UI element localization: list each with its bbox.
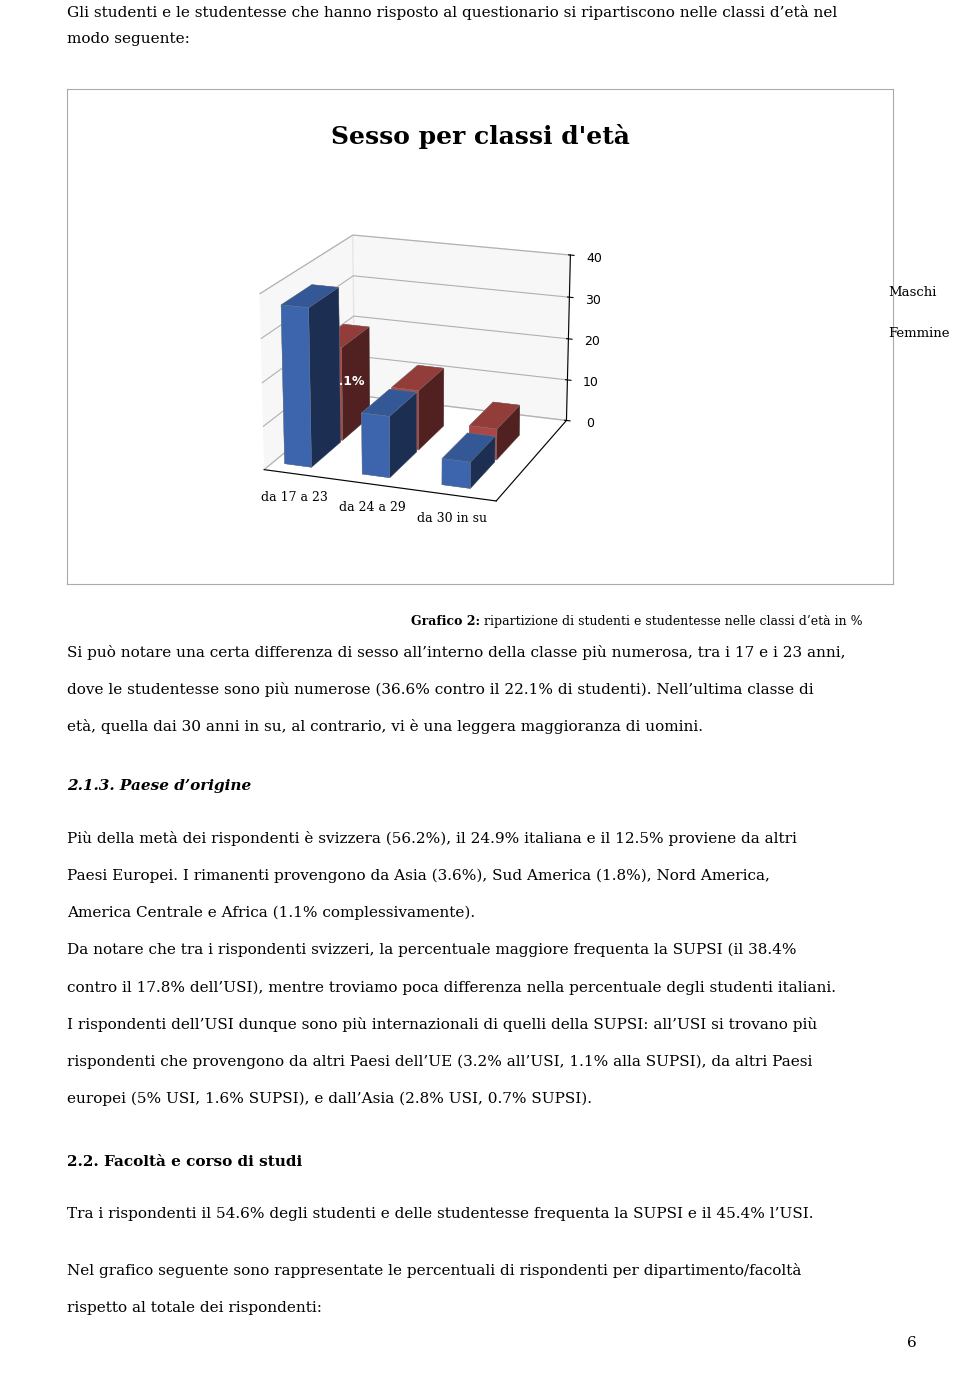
Text: Grafico 2:: Grafico 2:	[411, 615, 480, 627]
Text: Maschi: Maschi	[888, 286, 936, 300]
Text: Sesso per classi d'età: Sesso per classi d'età	[330, 124, 630, 148]
Text: Gli studenti e le studentesse che hanno risposto al questionario si ripartiscono: Gli studenti e le studentesse che hanno …	[67, 6, 837, 21]
Text: Si può notare una certa differenza di sesso all’interno della classe più numeros: Si può notare una certa differenza di se…	[67, 645, 846, 660]
Text: Paesi Europei. I rimanenti provengono da Asia (3.6%), Sud America (1.8%), Nord A: Paesi Europei. I rimanenti provengono da…	[67, 869, 770, 883]
Text: 2.2. Facoltà e corso di studi: 2.2. Facoltà e corso di studi	[67, 1155, 302, 1169]
Text: età, quella dai 30 anni in su, al contrario, vi è una leggera maggioranza di uom: età, quella dai 30 anni in su, al contra…	[67, 719, 703, 734]
Text: Nel grafico seguente sono rappresentate le percentuali di rispondenti per dipart: Nel grafico seguente sono rappresentate …	[67, 1264, 802, 1279]
Text: rispondenti che provengono da altri Paesi dell’UE (3.2% all’USI, 1.1% alla SUPSI: rispondenti che provengono da altri Paes…	[67, 1055, 812, 1068]
Text: rispetto al totale dei rispondenti:: rispetto al totale dei rispondenti:	[67, 1301, 323, 1314]
Text: modo seguente:: modo seguente:	[67, 32, 190, 45]
Text: America Centrale e Africa (1.1% complessivamente).: America Centrale e Africa (1.1% compless…	[67, 906, 475, 920]
Text: contro il 17.8% dell’USI), mentre troviamo poca differenza nella percentuale deg: contro il 17.8% dell’USI), mentre trovia…	[67, 980, 836, 994]
Text: 2.1.3. Paese d’origine: 2.1.3. Paese d’origine	[67, 780, 252, 793]
Text: 6: 6	[907, 1336, 917, 1350]
Text: Più della metà dei rispondenti è svizzera (56.2%), il 24.9% italiana e il 12.5% : Più della metà dei rispondenti è svizzer…	[67, 830, 797, 846]
Text: I rispondenti dell’USI dunque sono più internazionali di quelli della SUPSI: all: I rispondenti dell’USI dunque sono più i…	[67, 1018, 818, 1033]
Text: dove le studentesse sono più numerose (36.6% contro il 22.1% di studenti). Nell’: dove le studentesse sono più numerose (3…	[67, 682, 814, 697]
Text: Femmine: Femmine	[888, 327, 949, 341]
Text: europei (5% USI, 1.6% SUPSI), e dall’Asia (2.8% USI, 0.7% SUPSI).: europei (5% USI, 1.6% SUPSI), e dall’Asi…	[67, 1092, 592, 1107]
Text: ripartizione di studenti e studentesse nelle classi d’età in %: ripartizione di studenti e studentesse n…	[480, 615, 863, 627]
Text: Tra i rispondenti il 54.6% degli studenti e delle studentesse frequenta la SUPSI: Tra i rispondenti il 54.6% degli student…	[67, 1207, 814, 1221]
Text: Da notare che tra i rispondenti svizzeri, la percentuale maggiore frequenta la S: Da notare che tra i rispondenti svizzeri…	[67, 943, 797, 957]
